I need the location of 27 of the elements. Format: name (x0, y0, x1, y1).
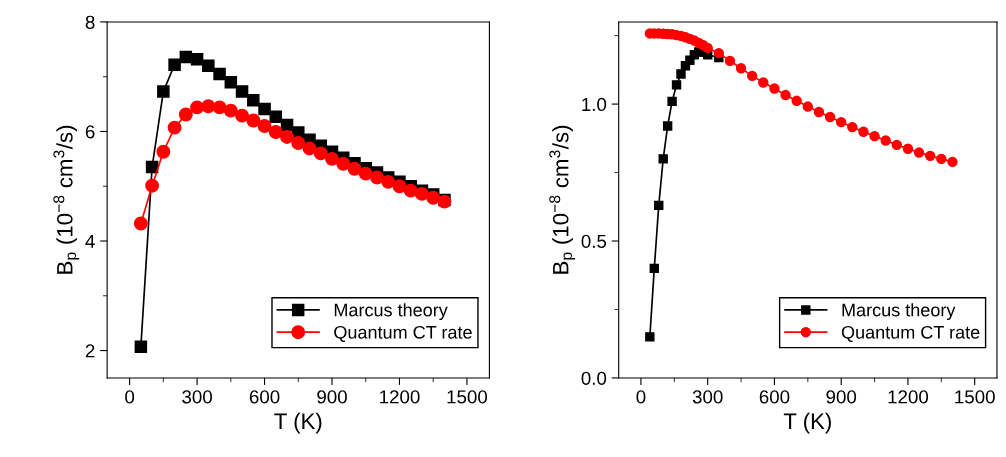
y-tick-label: 4 (85, 234, 95, 248)
x-axis-title: T (K) (274, 412, 322, 434)
y-axis-title: B$_{p}$ (10$^{−8}$ cm$^{3}$/s) (549, 125, 576, 274)
x-tick-label: 900 (826, 390, 857, 404)
x-tick-label: 300 (182, 390, 212, 404)
x-tick-label: 0 (636, 390, 646, 404)
x-tick-label: 1200 (380, 390, 420, 404)
y-tick-label: 0.5 (581, 234, 607, 248)
x-tick-label: 1500 (447, 390, 488, 404)
x-tick-label: 300 (692, 390, 723, 404)
x-axis-title: T (K) (783, 412, 831, 434)
y-tick-label: 1.0 (582, 97, 607, 112)
x-tick-label: 600 (759, 390, 790, 404)
y-tick-label: 8 (85, 15, 95, 29)
legend-label: Quantum CT rate (334, 325, 472, 342)
x-tick-label: 900 (317, 390, 347, 404)
y-tick-label: 6 (85, 125, 95, 139)
x-tick-label: 0 (125, 390, 135, 404)
legend-label: Marcus theory (842, 303, 956, 321)
legend-label: Marcus theory (334, 303, 448, 321)
x-tick-label: 1200 (888, 390, 929, 404)
y-tick-label: 2 (85, 344, 95, 358)
x-tick-label: 1500 (955, 390, 995, 404)
y-axis-title: B$_{p}$ (10$^{−8}$ cm$^{3}$/s) (53, 125, 80, 274)
legend-label: Quantum CT rate (841, 325, 980, 342)
y-tick-label: 0.0 (581, 371, 607, 385)
x-tick-label: 600 (249, 390, 280, 404)
